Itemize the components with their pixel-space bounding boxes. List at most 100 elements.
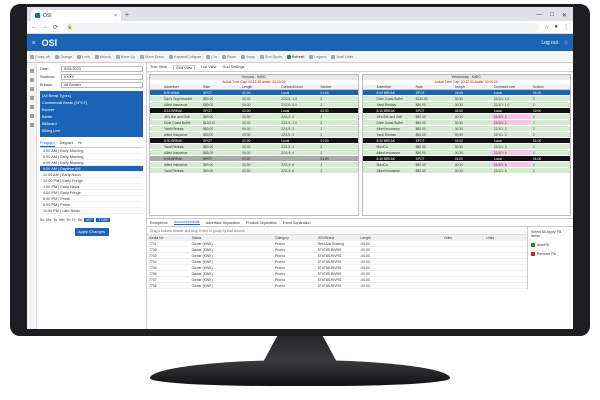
bottom-tab[interactable]: Advertiser Separation [205,220,241,225]
minimize-icon[interactable]: — [536,12,543,18]
bottom-tab[interactable]: Exceptions [150,220,168,225]
column-header[interactable]: ISCI/Brand [317,236,335,240]
tab-list-view[interactable]: List View [201,65,217,69]
toolbar-item[interactable]: Move Up [115,54,135,59]
spot-row[interactable]: Dixie Coast Buffet $100.00 00:30 22/1/1: 2.… [150,120,358,126]
break-type-list[interactable]: (All Break Types) Commercial Break (SPOT)… [40,91,143,137]
column-header[interactable]: Contract/Level [281,85,303,89]
toolbar-item[interactable]: Refresh [286,54,304,59]
announcement-row[interactable]: 7701 Owner (KWK) Promo Rest Anti Sharing:00… [147,241,527,247]
tab-hour[interactable]: Hr [77,141,82,145]
announcement-row[interactable]: 7705 Owner (KWK) Promo ST#T85-RIVRS:00:00 [147,265,527,271]
spot-row[interactable]: MaxiCo $80.00 00:30 22/1/1: 4 2 [362,144,570,150]
spot-row[interactable]: Allied Insurance $50.00 00:30 22/1/1: 6 2 [362,168,570,174]
program-item[interactable]: 6:00 AM | Early Morning [40,160,143,166]
spot-row[interactable]: Yardi Rentals $80.00 00:30 22/1/1: 3 2 [150,126,358,132]
column-header[interactable]: Length [454,85,465,89]
info-icon[interactable]: ⓘ [564,39,568,45]
day-checkbox[interactable]: We [59,218,65,222]
break-row[interactable]: 8:15 BREAK SPOT 02:00 Local 02:00 [150,108,358,114]
day-checkbox[interactable]: Sa [77,218,82,222]
tab-grid-settings[interactable]: Grid Settings [222,65,245,69]
tab-program[interactable]: Program [40,141,55,147]
toolbar-item[interactable]: Cross-off [30,54,50,59]
announcement-row[interactable]: 7708 Owner (KWK) Promo ST#T85-RIVRS:00:00 [147,283,527,289]
reload-icon[interactable]: ⟳ [53,24,59,31]
day-preset-button[interactable]: M-F [84,218,95,222]
day-checkbox[interactable]: Th [66,218,71,222]
announcement-row[interactable]: 7702 Owner (KWK) Promo ST#T85-RIVRS:00:00 [147,247,527,253]
maximize-icon[interactable]: □ [550,12,554,18]
break-row[interactable]: 8:45 BREAK SPOT 01:00 Local 01:00 [362,156,570,162]
close-tab-icon[interactable]: × [114,12,117,19]
column-header[interactable]: Advertiser [376,85,392,89]
program-item[interactable]: 4:00 AM | Early Morning [40,148,143,154]
column-header[interactable]: Video [443,236,453,240]
program-item[interactable]: 5:00 PM | Prime [40,196,143,202]
toolbar-item[interactable]: Legend [309,54,326,59]
break-type-item[interactable]: Billboard [42,122,57,126]
day-checkbox[interactable]: Mo [46,218,52,222]
spot-row[interactable]: Jill's Bar and Grill $50.00 00:30 22/1/1: 2… [362,114,570,120]
spot-row[interactable]: Yardi Rentals $50.00 00:30 22/1/1: 6 2 [150,168,358,174]
day-checkbox[interactable]: Su [40,218,45,222]
logout-link[interactable]: Log out [541,39,558,46]
break-row[interactable]: 8:15 BREAK SPOT 02:00 Local 02:00 [362,108,570,114]
bottom-tab[interactable]: Event Separation [282,220,311,225]
group-drop-zone[interactable]: Drag a column header and drop it here to… [147,227,527,235]
stations-field[interactable]: KXXX [61,74,143,80]
break-type-item[interactable]: Banner [42,108,55,112]
toolbar-item[interactable]: Sort Spots [260,54,282,59]
announcement-row[interactable]: 7704 Owner (KWK) Promo ST#T85-RIVRS:00:00 [147,259,527,265]
spot-row[interactable]: Dixie Coast Buffet $140.00 00:30 22/1/1: 1.… [362,96,570,102]
apply-changes-button[interactable]: Apply Changes [74,228,109,236]
spot-row[interactable]: Allied Insurance $50.00 00:30 22/1/1: 3 2 [150,132,358,138]
announcement-row[interactable]: 7707 Owner (KWK) Promo ST#T85-RIVRS:00:00 [147,277,527,283]
rail-traffic-icon[interactable] [29,105,34,109]
column-header[interactable] [363,85,375,89]
profile-icon[interactable]: ● [554,24,558,30]
rail-schedule-icon[interactable] [29,78,34,82]
break-row[interactable]: 8:30 BREAK SPOT 01:00 Local 01:00 [150,138,358,144]
spot-row[interactable]: Jill's Bar and Grill $50.00 00:30 22/1/1: 0… [150,114,358,120]
breaks-field[interactable]: All Breaks [61,82,143,88]
column-header[interactable]: Units [486,236,495,240]
rail-orders-icon[interactable] [29,87,34,91]
toolbar-item[interactable]: Swap [241,54,255,59]
column-header[interactable]: Contract/Level [493,85,516,89]
browser-tab[interactable]: OSI × [31,10,121,21]
new-tab-button[interactable]: + [125,12,130,19]
back-icon[interactable]: ← [31,24,37,30]
tab-tree-view[interactable]: Tree View [150,65,167,69]
program-item[interactable]: 8:00 AM | Daytime AM [40,166,143,172]
rail-billing-icon[interactable] [29,114,34,118]
break-type-item[interactable]: Barter [42,115,53,119]
url-field[interactable]: 🔒 [63,22,539,32]
program-item[interactable]: 1:00 PM | Early News [40,184,143,190]
column-header[interactable]: Length [242,85,253,89]
spot-row[interactable]: Allied Insurance $80.00 00:30 22/1/1: 3 2 [362,126,570,132]
spot-row[interactable]: Yardi Rentals $50.00 00:30 22/1/1: 1.0 2 [362,102,570,108]
column-header[interactable]: Section [320,85,332,89]
day-checkbox[interactable]: Tu [53,218,58,222]
forward-icon[interactable]: → [42,24,48,30]
spot-row[interactable]: Allied Insurance $50.00 00:30 22/2/1: 6.0 2 [150,102,358,108]
toolbar-item[interactable]: Cut [206,54,217,59]
window-close-icon[interactable]: ✕ [561,12,567,19]
column-header[interactable]: Category [275,236,289,240]
day-preset-button[interactable]: 7 DAY [96,218,111,222]
break-type-item[interactable]: Commercial Break (SPOT) [42,101,88,105]
autofill-button[interactable]: AutoFill [531,243,570,247]
column-header[interactable]: Status [191,236,202,240]
menu-dots-icon[interactable]: ⋮ [563,24,569,31]
column-header[interactable]: Rate [415,85,423,89]
rail-settings-icon[interactable] [29,123,34,127]
toolbar-item[interactable]: Move Down [140,54,164,59]
announcement-row[interactable]: 7706 Owner (KWK) Promo ST#T85-RIVRS:00:00 [147,271,527,277]
program-item[interactable]: 6:00 PM | Prime [40,202,143,208]
spot-row[interactable]: Allied Insurance $50.00 00:30 22/1/1: 6 2 [150,162,358,168]
rail-reports-icon[interactable] [29,96,34,100]
column-header[interactable] [150,85,162,89]
